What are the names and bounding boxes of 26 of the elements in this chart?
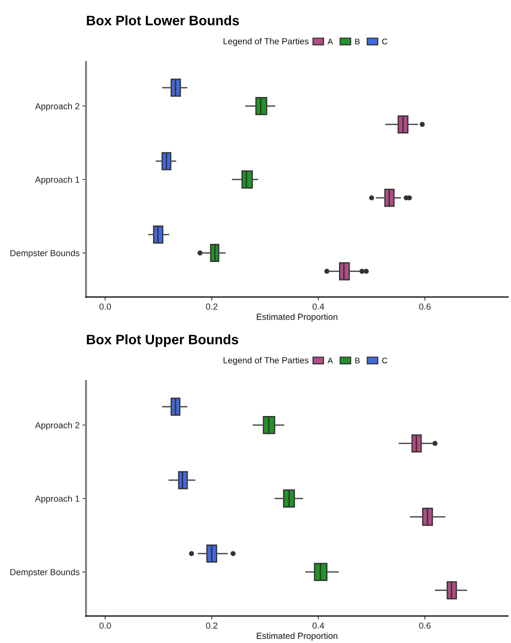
- y-tick-label: Dempster Bounds: [10, 250, 80, 258]
- legend-label: C: [382, 358, 388, 364]
- x-axis-title: Estimated Proportion: [256, 313, 338, 322]
- chart-title: Box Plot Lower Bounds: [86, 15, 239, 26]
- x-tick-label: 0.6: [419, 303, 431, 310]
- y-tick-label: Approach 1: [35, 495, 80, 504]
- x-tick-label: 0.0: [99, 303, 111, 310]
- legend-title: Legend of The Parties: [224, 356, 309, 366]
- y-tick-label: Approach 2: [35, 422, 80, 430]
- y-tick-label: Approach 1: [35, 176, 80, 184]
- legend-title: Legend of The Parties: [224, 38, 309, 46]
- x-axis-title: Estimated Proportion: [256, 632, 338, 641]
- x-tick-label: 0.2: [206, 303, 218, 310]
- legend-label: C: [382, 38, 388, 44]
- legend-label: B: [355, 38, 360, 44]
- y-tick-label: Dempster Bounds: [10, 568, 80, 577]
- x-tick-label: 0.6: [419, 622, 431, 629]
- chart-title: Box Plot Upper Bounds: [86, 334, 238, 348]
- x-tick-label: 0.4: [312, 622, 324, 629]
- y-tick-label: Approach 2: [35, 102, 80, 112]
- legend-label: A: [328, 358, 333, 364]
- x-tick-label: 0.4: [312, 303, 324, 310]
- x-tick-label: 0.2: [206, 622, 218, 629]
- legend-label: A: [328, 38, 333, 44]
- legend-label: B: [355, 358, 360, 364]
- x-tick-label: 0.0: [99, 622, 111, 629]
